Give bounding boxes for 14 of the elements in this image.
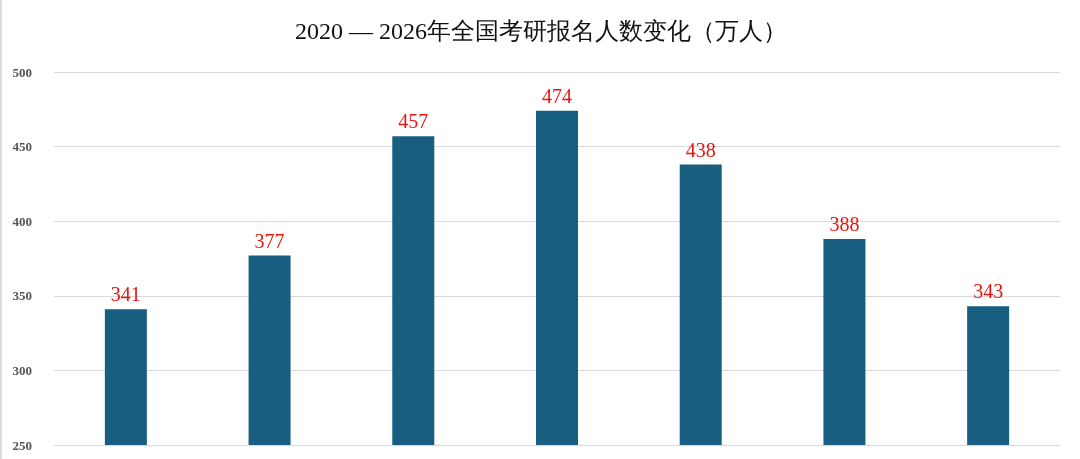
y-tick-label: 250 bbox=[12, 437, 32, 453]
y-tick-label: 300 bbox=[12, 362, 32, 378]
data-label: 377 bbox=[254, 229, 285, 252]
y-tick-label: 450 bbox=[12, 139, 32, 155]
y-tick-label: 500 bbox=[12, 64, 32, 80]
data-label: 388 bbox=[829, 213, 860, 236]
y-tick-label: 350 bbox=[12, 288, 32, 304]
y-tick-label: 400 bbox=[12, 213, 32, 229]
data-label: 457 bbox=[398, 110, 429, 133]
data-label: 474 bbox=[542, 84, 572, 107]
data-label: 438 bbox=[685, 138, 716, 161]
chart-title: 2020 — 2026年全国考研报名人数变化（万人） bbox=[295, 18, 787, 44]
data-label: 343 bbox=[973, 280, 1004, 303]
data-label: 341 bbox=[110, 283, 141, 306]
